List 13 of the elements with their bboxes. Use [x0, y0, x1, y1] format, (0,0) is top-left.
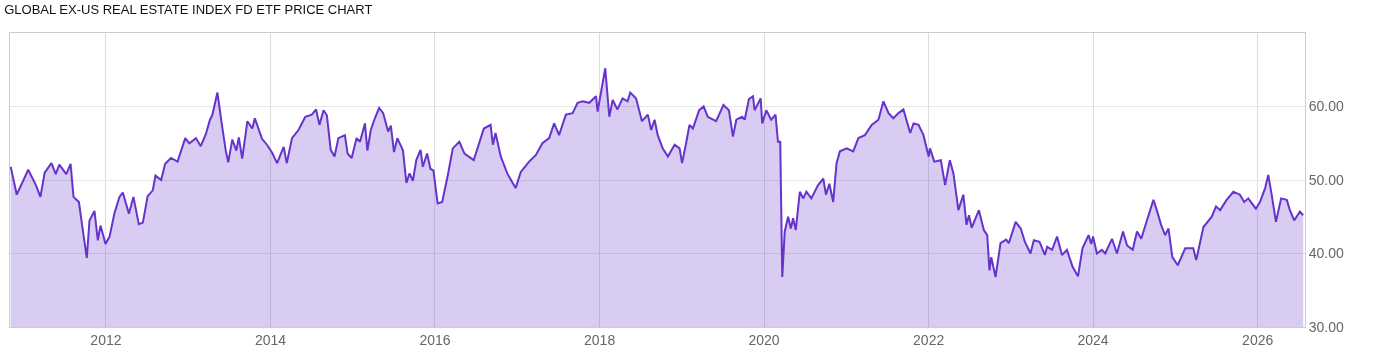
x-tick-label: 2026 — [1242, 331, 1274, 348]
chart-title: GLOBAL EX-US REAL ESTATE INDEX FD ETF PRICE CHART — [4, 2, 373, 18]
x-tick-label: 2024 — [1077, 331, 1109, 348]
x-tick-label: 2018 — [584, 331, 616, 348]
y-tick-label: 40.00 — [1308, 245, 1345, 262]
x-tick-label: 2016 — [419, 331, 451, 348]
x-tick-label: 2012 — [90, 331, 122, 348]
x-tick-label: 2014 — [255, 331, 287, 348]
x-tick-label: 2022 — [913, 331, 945, 348]
y-tick-label: 30.00 — [1308, 318, 1345, 335]
y-tick-label: 60.00 — [1308, 98, 1345, 115]
y-tick-label: 50.00 — [1308, 171, 1345, 188]
x-tick-label: 2020 — [748, 331, 780, 348]
